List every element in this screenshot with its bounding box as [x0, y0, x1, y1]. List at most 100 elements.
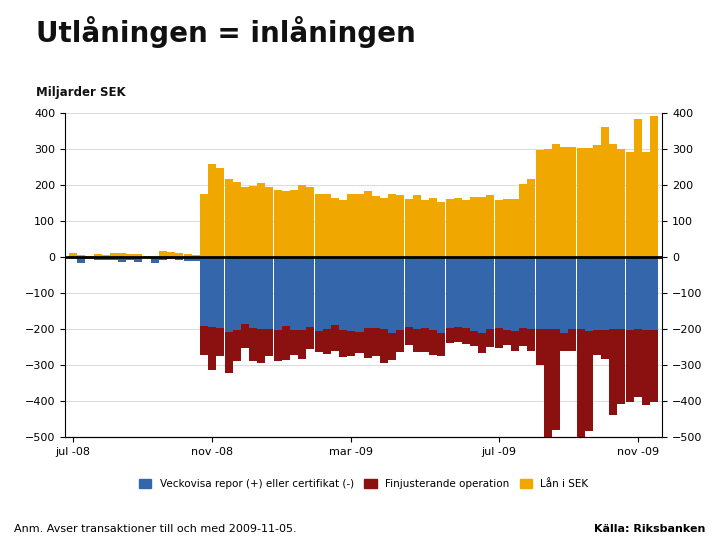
Bar [364, 191, 372, 258]
Bar [397, 329, 405, 352]
Bar [347, 194, 356, 258]
Bar [86, 255, 94, 258]
Bar [356, 258, 364, 332]
Bar [307, 258, 315, 327]
Bar [372, 258, 380, 328]
Bar [421, 328, 429, 353]
Bar [102, 255, 109, 258]
Bar [511, 199, 519, 258]
Bar [176, 258, 184, 260]
Bar [618, 149, 626, 258]
Bar [249, 328, 257, 361]
Bar [290, 258, 298, 330]
Bar [331, 326, 339, 351]
Bar [437, 202, 446, 258]
Bar [323, 194, 330, 258]
Bar [298, 185, 306, 258]
Bar [216, 328, 225, 356]
Bar [274, 190, 282, 258]
Bar [577, 258, 585, 329]
Bar [356, 332, 364, 353]
Bar [626, 152, 634, 258]
Bar [159, 258, 167, 260]
Bar [601, 127, 609, 258]
Bar [462, 258, 470, 328]
Bar [405, 327, 413, 345]
Bar [470, 330, 478, 346]
Bar [274, 330, 282, 361]
Bar [634, 258, 642, 329]
Bar [102, 258, 109, 260]
Bar [94, 258, 102, 260]
Bar [446, 199, 454, 258]
Bar [536, 150, 544, 258]
Bar [413, 195, 420, 258]
Bar [372, 196, 380, 258]
Bar [200, 194, 208, 258]
Bar [495, 328, 503, 348]
Bar [560, 147, 568, 258]
Bar [503, 199, 511, 258]
Bar [323, 329, 330, 354]
Bar [585, 148, 593, 258]
Bar [282, 326, 290, 360]
Bar [593, 258, 601, 330]
Bar [339, 329, 347, 357]
Bar [184, 254, 192, 258]
Bar [192, 258, 199, 261]
Bar [200, 258, 208, 326]
Bar [397, 195, 405, 258]
Bar [380, 328, 388, 363]
Bar [200, 326, 208, 355]
Bar [86, 258, 94, 259]
Bar [249, 258, 257, 328]
Bar [446, 328, 454, 343]
Bar [176, 253, 184, 258]
Bar [216, 258, 225, 328]
Bar [478, 198, 486, 258]
Bar [454, 198, 462, 258]
Bar [110, 253, 118, 258]
Bar [421, 258, 429, 328]
Bar [429, 258, 437, 330]
Bar [429, 198, 437, 258]
Bar [266, 329, 274, 356]
Bar [536, 329, 544, 365]
Bar [69, 253, 77, 258]
Bar [347, 331, 356, 356]
Bar [642, 152, 650, 258]
Bar [544, 258, 552, 329]
Bar [446, 258, 454, 328]
Bar [331, 198, 339, 258]
Bar [577, 329, 585, 444]
Bar [380, 258, 388, 328]
Bar [511, 330, 519, 351]
Bar [552, 258, 560, 329]
Bar [208, 258, 216, 327]
Bar [298, 330, 306, 359]
Bar [77, 254, 85, 258]
Bar [110, 258, 118, 260]
Bar [372, 328, 380, 356]
Bar [135, 254, 143, 258]
Bar [323, 258, 330, 329]
Bar [307, 187, 315, 258]
Bar [307, 327, 315, 349]
Bar [593, 145, 601, 258]
Bar [487, 329, 495, 347]
Bar [233, 330, 240, 361]
Legend: Veckovisa repor (+) eller certifikat (-), Finjusterande operation, Lån i SEK: Veckovisa repor (+) eller certifikat (-)… [135, 475, 593, 494]
Bar [167, 252, 175, 258]
Bar [413, 329, 420, 352]
Bar [331, 258, 339, 326]
Bar [634, 119, 642, 258]
Bar [503, 330, 511, 346]
Bar [225, 332, 233, 373]
Bar [601, 330, 609, 359]
Bar [405, 258, 413, 327]
Bar [642, 258, 650, 330]
Bar [413, 258, 420, 329]
Bar [135, 258, 143, 262]
Bar [282, 258, 290, 326]
Bar [347, 258, 356, 331]
